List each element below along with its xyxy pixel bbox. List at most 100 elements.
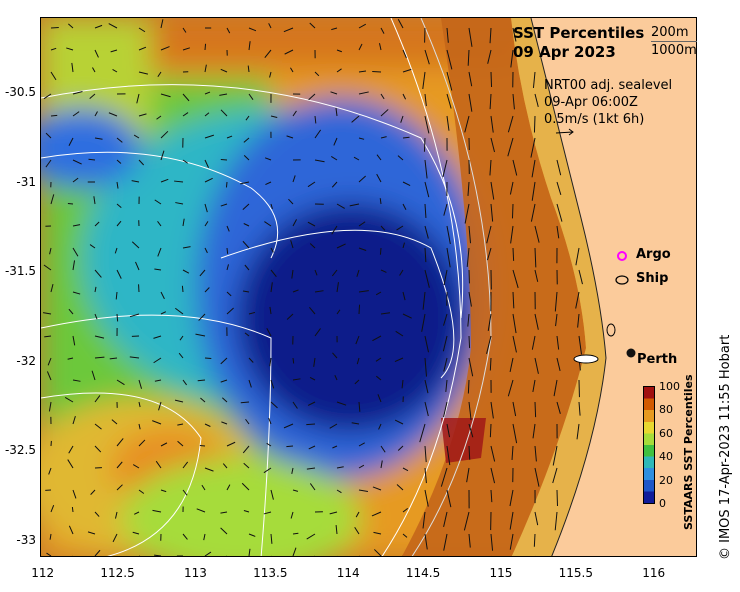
current-vector [89, 93, 96, 100]
current-vector [268, 23, 272, 29]
current-vector [534, 445, 537, 462]
current-vector [182, 27, 187, 33]
current-vector [288, 198, 294, 205]
current-vector [116, 269, 122, 279]
current-vector [112, 533, 118, 543]
current-vector [139, 555, 141, 556]
current-vector [94, 313, 98, 320]
current-vector [270, 533, 273, 544]
current-vector [182, 461, 189, 469]
current-vector [355, 335, 360, 345]
current-vector [71, 62, 74, 73]
current-vector [534, 313, 539, 330]
current-vector [440, 467, 448, 487]
current-vector [354, 379, 360, 385]
current-vector [72, 260, 76, 271]
current-vector [578, 269, 583, 285]
current-vector [513, 555, 514, 556]
current-vector [331, 181, 338, 188]
current-vector [226, 484, 231, 491]
map-title: SST Percentiles 09 Apr 2023 [513, 24, 644, 62]
current-vector [447, 555, 448, 556]
current-vector [575, 291, 580, 309]
current-vector [577, 313, 580, 328]
current-vector [402, 291, 406, 301]
current-vector [446, 225, 451, 245]
current-vector [220, 203, 228, 207]
sst-map[interactable] [40, 17, 697, 557]
current-vector [243, 462, 250, 469]
ship-marker [615, 275, 629, 285]
current-vector [50, 114, 58, 117]
current-vector [87, 531, 96, 535]
current-vector [446, 489, 452, 508]
contour-1000m-label: 1000m [651, 41, 697, 58]
current-vector [94, 395, 101, 403]
current-vector [264, 49, 272, 58]
current-vector [94, 221, 100, 227]
contour-200m [381, 18, 462, 556]
current-vector [204, 203, 208, 213]
current-vector [379, 247, 382, 255]
current-vector [131, 180, 140, 183]
current-vector [314, 555, 315, 556]
current-vector [307, 181, 316, 188]
current-vector [314, 328, 321, 337]
current-vector [531, 181, 536, 201]
current-vector [463, 511, 470, 531]
current-vector [197, 379, 206, 382]
current-vector [129, 313, 140, 318]
current-vector [94, 335, 105, 339]
current-vector [309, 483, 316, 491]
current-vector [68, 525, 74, 535]
current-vector [424, 379, 429, 394]
current-vector [94, 137, 103, 140]
current-vector [94, 111, 98, 117]
current-vector [378, 423, 382, 430]
current-vector [380, 269, 387, 273]
current-vector [556, 401, 561, 414]
current-vector [88, 158, 96, 161]
x-tick-label: 113.5 [253, 566, 288, 580]
current-vector [512, 93, 515, 110]
current-vector [67, 459, 74, 469]
current-vector [221, 421, 228, 425]
current-vector [286, 135, 294, 139]
current-vector [373, 531, 382, 535]
current-vector [464, 203, 470, 224]
current-vector [182, 269, 190, 274]
current-vector [335, 525, 338, 535]
current-vector [94, 549, 101, 556]
current-vector [534, 467, 540, 487]
current-vector [358, 247, 367, 252]
current-vector [336, 401, 347, 406]
current-vector [533, 115, 536, 133]
warm-patch [441, 418, 486, 463]
current-vector [400, 115, 404, 123]
current-vector [226, 135, 233, 139]
current-vector [243, 223, 250, 227]
current-vector [358, 43, 363, 51]
current-vector [196, 508, 206, 513]
current-vector [242, 445, 250, 454]
scale-arrow [555, 128, 574, 136]
argo-marker [617, 251, 627, 261]
current-vector [198, 313, 206, 321]
y-tick-label: -32 [16, 354, 36, 368]
sealevel-contour [41, 84, 464, 319]
current-vector [468, 335, 471, 349]
current-vector [490, 71, 493, 88]
current-vector [534, 401, 537, 418]
current-vector [174, 180, 184, 183]
current-vector [201, 484, 206, 491]
current-vector [90, 489, 96, 495]
current-vector [468, 423, 474, 438]
current-vector [226, 264, 229, 271]
coastal-strip [511, 18, 606, 556]
current-vector [490, 401, 494, 419]
current-vector [468, 533, 471, 548]
current-vector [578, 401, 581, 416]
colorbar-tick-label: 60 [659, 426, 673, 440]
current-vector [155, 460, 162, 469]
current-vector [490, 489, 493, 503]
